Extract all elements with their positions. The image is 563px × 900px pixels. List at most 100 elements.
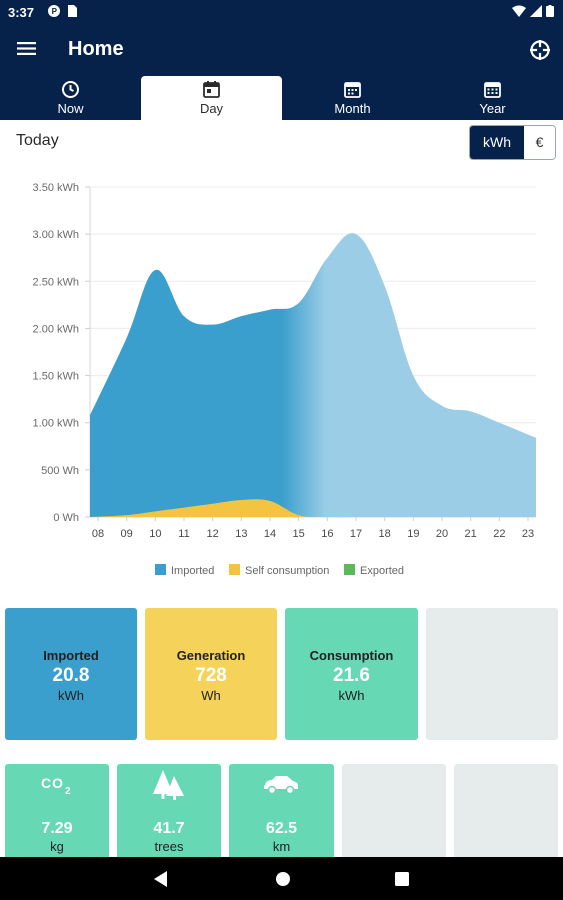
x-tick-label: 13 [235, 528, 247, 540]
card-value: 20.8 [52, 665, 90, 686]
legend-label: Imported [171, 565, 215, 577]
unit-euro-button[interactable]: € [524, 126, 555, 159]
x-tick-label: 19 [407, 528, 419, 540]
x-axis: 08 09 10 11 12 13 14 15 16 17 18 19 20 21 22 23 [92, 517, 534, 540]
y-tick-label: 500 Wh [41, 465, 79, 477]
menu-icon[interactable] [17, 41, 36, 56]
generation-card[interactable]: Generation 728 Wh [145, 608, 277, 740]
sim-card-icon [68, 5, 77, 17]
unit-kwh-button[interactable]: kWh [470, 126, 524, 159]
x-tick-label: 10 [149, 528, 161, 540]
imported-card[interactable]: Imported 20.8 kWh [5, 608, 137, 740]
self-consumption-area [90, 499, 536, 518]
tab-label: Month [334, 101, 371, 116]
car-icon [264, 776, 298, 794]
x-tick-label: 11 [178, 528, 189, 540]
period-label: Today [16, 132, 59, 149]
card-unit: kWh [338, 688, 365, 703]
svg-text:2: 2 [65, 786, 71, 796]
recents-icon[interactable] [395, 872, 409, 886]
card-value: 7.29 [41, 820, 73, 837]
calendar-month-icon [344, 82, 361, 98]
legend-swatch [229, 564, 240, 575]
co2-icon: CO2 [41, 775, 71, 796]
system-nav-bar [0, 857, 563, 900]
empty-card [426, 608, 558, 740]
y-tick-label: 3.00 kWh [33, 229, 79, 241]
y-tick-label: 1.50 kWh [33, 371, 79, 383]
x-tick-label: 20 [436, 528, 448, 540]
car-card[interactable]: 62.5 km [229, 764, 334, 860]
svg-text:CO: CO [41, 775, 64, 791]
x-tick-label: 18 [379, 528, 391, 540]
y-tick-label: 3.50 kWh [33, 182, 79, 194]
calendar-year-icon [484, 82, 501, 98]
card-title: Imported [43, 648, 99, 663]
y-tick-label: 0 Wh [53, 512, 79, 524]
x-tick-label: 14 [264, 528, 276, 540]
legend-label: Self consumption [245, 565, 330, 577]
app-bar: Home [0, 24, 563, 76]
legend-item-self-consumption[interactable]: Self consumption [229, 564, 329, 577]
consumption-card[interactable]: Consumption 21.6 kWh [285, 608, 418, 740]
trees-icon [153, 770, 184, 800]
legend-item-exported[interactable]: Exported [344, 564, 404, 577]
energy-chart: 0 Wh 500 Wh 1.00 kWh 1.50 kWh 2.00 kWh 2.50 k… [33, 182, 536, 540]
chart-areas [90, 233, 536, 518]
tab-month[interactable]: Month [282, 76, 423, 120]
card-value: 62.5 [265, 820, 298, 837]
tab-day[interactable]: Day [141, 76, 282, 120]
card-value: 728 [195, 665, 227, 686]
card-unit: kWh [58, 688, 84, 703]
tab-label: Now [57, 101, 84, 116]
card-value: 41.7 [153, 820, 185, 837]
y-tick-label: 2.00 kWh [33, 323, 79, 335]
y-axis: 0 Wh 500 Wh 1.00 kWh 1.50 kWh 2.00 kWh 2.50 k… [33, 182, 79, 524]
tab-year[interactable]: Year [422, 76, 563, 120]
page-title: Home [68, 38, 124, 60]
x-tick-label: 15 [293, 528, 305, 540]
x-tick-label: 17 [350, 528, 362, 540]
wifi-icon [512, 5, 526, 17]
y-tick-label: 1.00 kWh [33, 418, 79, 430]
card-unit: km [272, 839, 291, 854]
card-value: 21.6 [333, 665, 370, 686]
tab-label: Day [199, 101, 224, 116]
status-bar: 3:37 P [0, 0, 563, 24]
card-unit: kg [50, 839, 64, 854]
x-tick-label: 23 [522, 528, 534, 540]
card-title: Consumption [309, 648, 394, 663]
signal-icon [530, 5, 542, 17]
y-tick-label: 2.50 kWh [33, 276, 79, 288]
card-unit: Wh [201, 688, 221, 703]
x-tick-label: 08 [92, 528, 104, 540]
clock-icon [62, 81, 79, 98]
co2-card[interactable]: CO 2 7.29 kg [5, 764, 109, 860]
tab-now[interactable]: Now [0, 76, 141, 120]
card-title: Generation [176, 648, 246, 663]
legend-swatch [155, 564, 166, 575]
legend-label: Exported [360, 565, 405, 577]
crosshair-icon[interactable] [529, 39, 551, 61]
p-icon: P [48, 5, 60, 17]
x-tick-label: 12 [207, 528, 219, 540]
imported-area [90, 233, 536, 517]
svg-text:P: P [52, 7, 58, 16]
legend-swatch [344, 564, 355, 575]
x-tick-label: 09 [121, 528, 133, 540]
x-tick-label: 22 [493, 528, 505, 540]
tab-label: Year [479, 101, 506, 116]
home-icon[interactable] [275, 871, 291, 887]
period-tabs: Now Day Month Year [0, 76, 563, 120]
status-time: 3:37 [8, 5, 35, 20]
legend-item-imported[interactable]: Imported [155, 564, 214, 577]
back-icon[interactable] [154, 871, 168, 887]
x-tick-label: 21 [465, 528, 477, 540]
calendar-day-icon [203, 81, 220, 98]
empty-card [454, 764, 558, 860]
card-unit: trees [154, 839, 184, 854]
x-tick-label: 16 [321, 528, 333, 540]
empty-card [342, 764, 446, 860]
unit-toggle: kWh € [469, 125, 556, 160]
trees-card[interactable]: 41.7 trees [117, 764, 221, 860]
